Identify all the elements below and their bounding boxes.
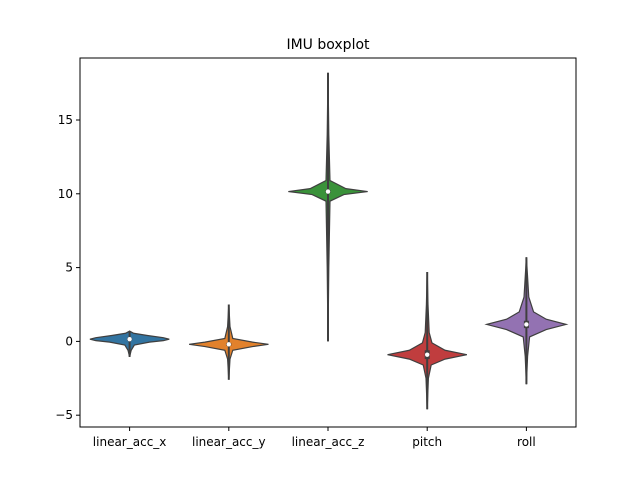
x-tick-label: linear_acc_y	[192, 435, 266, 449]
y-tick-label: 10	[58, 187, 73, 201]
axes-frame	[79, 57, 577, 428]
x-tick-label: pitch	[412, 435, 442, 449]
x-tick-label: linear_acc_z	[292, 435, 365, 449]
y-tick-label: 15	[58, 113, 73, 127]
violin-median-roll	[524, 322, 529, 327]
x-tick-label: roll	[517, 435, 536, 449]
violin-median-linear_acc_z	[325, 189, 331, 194]
y-tick-label: −5	[55, 408, 73, 422]
violin-median-linear_acc_y	[226, 342, 231, 347]
y-tick-label: 5	[65, 261, 73, 275]
x-tick-label: linear_acc_x	[93, 435, 167, 449]
violin-median-linear_acc_x	[127, 336, 132, 342]
chart-title: IMU boxplot	[286, 37, 370, 53]
y-tick-label: 0	[65, 334, 73, 348]
violin-median-pitch	[425, 352, 430, 357]
plot-area: −5 0 5 10 15 linear_acc_x linear_acc_y linear_a…	[55, 72, 569, 449]
